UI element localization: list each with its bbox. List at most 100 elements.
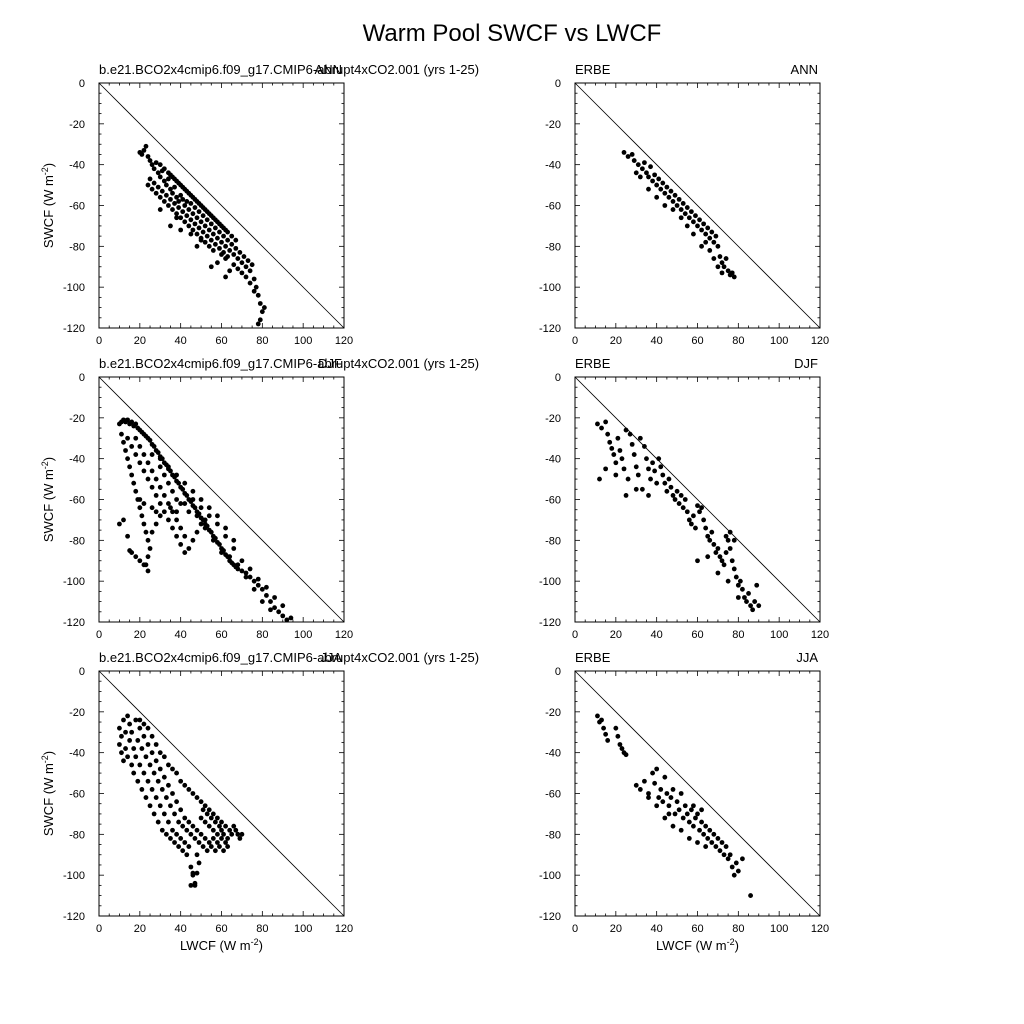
- scatter-point: [141, 562, 147, 568]
- scatter-point: [239, 558, 245, 564]
- scatter-point: [184, 213, 190, 219]
- scatter-point: [703, 844, 709, 849]
- scatter-point: [168, 172, 173, 178]
- scatter-point: [715, 243, 721, 249]
- scatter-point: [178, 807, 184, 813]
- scatter-point: [605, 431, 611, 437]
- scatter-point: [623, 752, 629, 758]
- scatter-point: [686, 215, 692, 221]
- scatter-point: [223, 823, 228, 829]
- x-tick-label: 120: [335, 629, 353, 641]
- scatter-point: [740, 586, 745, 592]
- scatter-point: [247, 268, 253, 274]
- scatter-point: [229, 233, 235, 239]
- scatter-point: [182, 203, 188, 208]
- scatter-point: [239, 831, 245, 837]
- scatter-point: [231, 252, 237, 257]
- scatter-point: [272, 605, 277, 611]
- scatter-point: [646, 795, 651, 800]
- scatter-point: [744, 599, 749, 604]
- scatter-point: [145, 742, 151, 747]
- scatter-point: [166, 480, 171, 486]
- scatter-point: [711, 831, 717, 837]
- scatter-point: [715, 836, 721, 841]
- scatter-point: [178, 215, 184, 221]
- scatter-point: [748, 603, 753, 609]
- scatter-point: [754, 582, 760, 588]
- y-tick-label: -20: [545, 119, 561, 131]
- scatter-point: [658, 787, 664, 792]
- panel-left-title: b.e21.BCO2x4cmip6.f09_g17.CMIP6-abrupt4x…: [99, 62, 479, 77]
- scatter-point: [729, 558, 735, 564]
- scatter-point: [625, 154, 631, 159]
- x-tick-label: 120: [811, 629, 829, 641]
- scatter-point: [735, 595, 741, 600]
- scatter-point: [180, 486, 186, 492]
- scatter-point: [670, 823, 676, 829]
- scatter-point: [125, 754, 130, 760]
- scatter-point: [735, 868, 741, 874]
- scatter-point: [635, 472, 641, 478]
- scatter-point: [664, 184, 670, 190]
- scatter-point: [159, 827, 165, 833]
- scatter-point: [210, 248, 216, 253]
- scatter-point: [652, 172, 658, 178]
- scatter-point: [129, 419, 135, 425]
- scatter-point: [617, 448, 623, 453]
- scatter-point: [711, 542, 717, 547]
- scatter-point: [202, 517, 208, 523]
- scatter-point: [192, 196, 198, 202]
- scatter-point: [168, 196, 173, 202]
- scatter-point: [619, 746, 625, 751]
- scatter-point: [223, 274, 228, 280]
- scatter-point: [233, 245, 239, 251]
- scatter-point: [190, 791, 196, 796]
- scatter-point: [672, 192, 678, 198]
- y-tick-label: -40: [69, 454, 85, 466]
- scatter-point: [133, 421, 139, 427]
- scatter-point: [125, 417, 130, 423]
- scatter-point: [194, 243, 200, 249]
- scatter-point: [701, 831, 707, 837]
- scatter-point: [172, 176, 177, 182]
- scatter-point: [137, 505, 143, 511]
- scatter-point: [717, 254, 723, 259]
- scatter-point: [192, 205, 198, 210]
- scatter-point: [151, 811, 157, 817]
- scatter-point: [190, 537, 196, 543]
- scatter-point: [670, 207, 676, 212]
- scatter-point: [243, 274, 249, 280]
- scatter-point: [231, 823, 237, 829]
- scatter-point: [642, 444, 647, 449]
- scatter-point: [217, 245, 222, 251]
- scatter-point: [188, 217, 194, 223]
- scatter-point: [137, 717, 143, 723]
- scatter-point: [145, 554, 151, 560]
- scatter-point: [188, 864, 194, 870]
- scatter-point: [223, 840, 228, 845]
- scatter-point: [151, 166, 157, 172]
- scatter-point: [264, 584, 269, 590]
- scatter-point: [721, 562, 727, 568]
- scatter-point: [662, 190, 668, 196]
- y-tick-label: -120: [63, 911, 85, 923]
- scatter-point: [662, 815, 668, 821]
- scatter-point: [145, 568, 151, 574]
- scatter-point: [133, 452, 139, 457]
- scatter-point: [678, 493, 684, 498]
- scatter-point: [727, 546, 733, 551]
- scatter-point: [149, 468, 155, 474]
- scatter-point: [153, 795, 159, 800]
- scatter-point: [176, 180, 182, 186]
- scatter-point: [170, 525, 175, 531]
- scatter-point: [251, 276, 257, 282]
- scatter-point: [196, 860, 202, 866]
- scatter-point: [705, 836, 711, 841]
- scatter-point: [621, 466, 627, 472]
- x-tick-label: 100: [294, 923, 312, 935]
- scatter-point: [178, 192, 184, 198]
- scatter-point: [210, 836, 216, 841]
- scatter-point: [701, 517, 707, 523]
- scatter-point: [155, 450, 161, 455]
